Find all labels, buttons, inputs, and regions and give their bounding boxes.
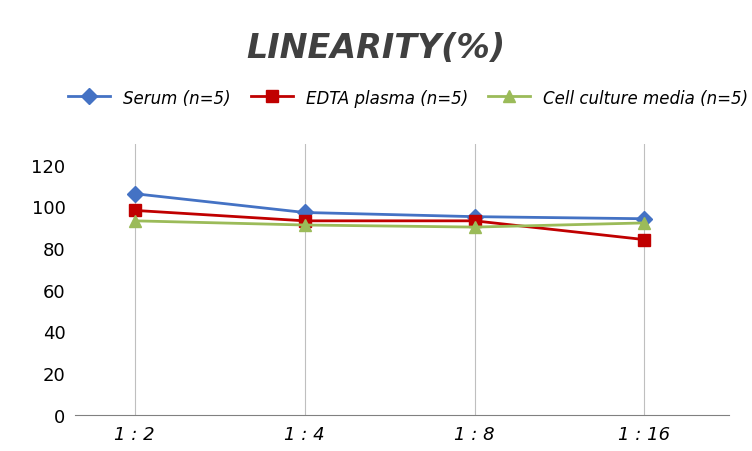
EDTA plasma (n=5) bbox=[300, 219, 309, 224]
Cell culture media (n=5) bbox=[300, 223, 309, 228]
EDTA plasma (n=5) bbox=[470, 219, 479, 224]
Legend: Serum (n=5), EDTA plasma (n=5), Cell culture media (n=5): Serum (n=5), EDTA plasma (n=5), Cell cul… bbox=[68, 89, 748, 107]
Serum (n=5) bbox=[640, 216, 649, 222]
EDTA plasma (n=5) bbox=[640, 237, 649, 243]
EDTA plasma (n=5) bbox=[130, 208, 139, 214]
Cell culture media (n=5) bbox=[130, 219, 139, 224]
Line: Cell culture media (n=5): Cell culture media (n=5) bbox=[129, 215, 650, 234]
Serum (n=5) bbox=[470, 215, 479, 220]
Serum (n=5) bbox=[130, 192, 139, 197]
Line: EDTA plasma (n=5): EDTA plasma (n=5) bbox=[129, 205, 650, 246]
Text: LINEARITY(%): LINEARITY(%) bbox=[247, 32, 505, 64]
Cell culture media (n=5) bbox=[470, 225, 479, 230]
Cell culture media (n=5) bbox=[640, 221, 649, 226]
Line: Serum (n=5): Serum (n=5) bbox=[129, 189, 650, 225]
Serum (n=5) bbox=[300, 210, 309, 216]
